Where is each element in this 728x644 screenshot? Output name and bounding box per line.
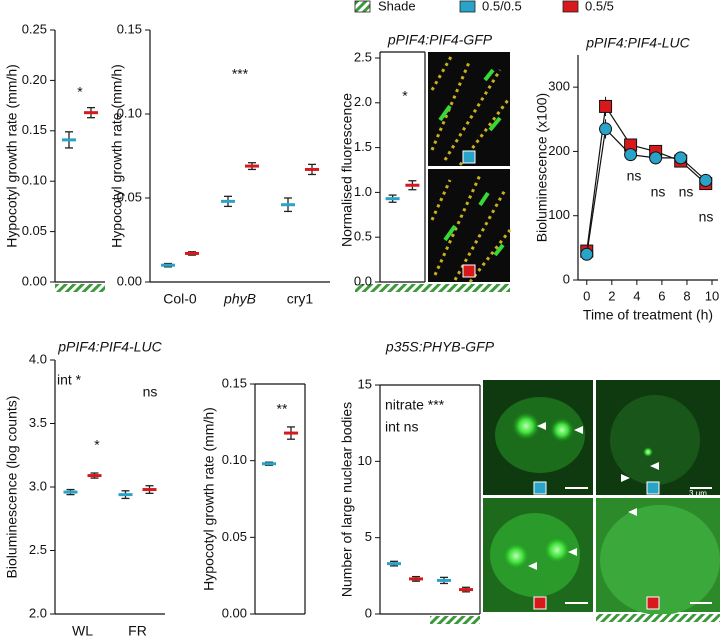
y-tick-label: 1.5 (354, 139, 372, 154)
y-axis-label: Bioluminescence (log counts) (4, 396, 20, 579)
annotation: *** (232, 66, 249, 82)
y-tick-label: 0.10 (117, 105, 142, 120)
legend-label: 0.5/5 (585, 0, 614, 13)
legend-swatch (459, 0, 476, 13)
y-axis-label: Hypocotyl growth rate (mm/h) (201, 407, 217, 591)
annotation: * (402, 88, 408, 104)
annotation: ns (627, 168, 642, 184)
x-tick-label: 8 (683, 288, 690, 303)
shade-bar (430, 616, 480, 624)
point (649, 151, 663, 165)
x-tick-label: phyB (223, 291, 256, 307)
y-tick-label: 10 (358, 453, 372, 468)
y-tick-label: 0.00 (22, 273, 47, 288)
y-tick-label: 2.0 (354, 94, 372, 109)
annotation: * (94, 437, 100, 453)
x-tick-label: Col-0 (163, 291, 197, 307)
shade-bar (55, 284, 105, 292)
point (699, 173, 713, 187)
legend-swatch (562, 0, 579, 13)
y-tick-label: 0.0 (354, 273, 372, 288)
y-tick-label: 15 (358, 376, 372, 391)
y-tick-label: 2.0 (29, 605, 47, 620)
y-tick-label: 200 (548, 143, 570, 158)
y-tick-label: 0.00 (117, 273, 142, 288)
annotation: ns (679, 184, 694, 200)
x-tick-label: 4 (633, 288, 640, 303)
annotation: int ns (385, 419, 418, 435)
y-tick-label: 0.10 (222, 452, 247, 467)
y-tick-label: 0.5 (354, 229, 372, 244)
chart-title: p35S:PHYB-GFP (385, 339, 495, 355)
y-tick-label: 0.15 (222, 375, 247, 390)
y-tick-label: 0 (365, 605, 372, 620)
y-tick-label: 3.0 (29, 478, 47, 493)
y-tick-label: 0.15 (22, 122, 47, 137)
y-axis-label: Hypocotyl growth rate (mm/h) (109, 64, 125, 248)
y-tick-label: 0.15 (117, 21, 142, 36)
point (624, 148, 638, 162)
annotation: int * (57, 372, 82, 388)
legend-label: 0.5/0.5 (482, 0, 522, 13)
annotation: nitrate *** (385, 397, 445, 413)
point (599, 122, 613, 136)
y-tick-label: 1.0 (354, 184, 372, 199)
y-tick-label: 0.05 (117, 189, 142, 204)
chart-title: pPIF4:PIF4-LUC (585, 35, 690, 51)
y-axis-label: Hypocotyl growth rate (mm/h) (4, 64, 20, 248)
annotation: * (77, 84, 83, 100)
y-tick-label: 0.25 (22, 21, 47, 36)
annotation: ns (699, 209, 714, 225)
annotation: ns (143, 384, 158, 400)
y-tick-label: 0.05 (22, 223, 47, 238)
y-tick-label: 4.0 (29, 351, 47, 366)
point (599, 99, 613, 113)
x-tick-label: FR (128, 623, 147, 639)
y-axis-label: Bioluminescence (x100) (534, 93, 550, 242)
y-tick-label: 0.20 (22, 72, 47, 87)
scale-label: 3 µm (689, 489, 707, 498)
y-tick-label: 2.5 (29, 542, 47, 557)
x-axis-label: Time of treatment (h) (583, 307, 713, 323)
shade-bar (380, 284, 425, 292)
point (580, 247, 594, 261)
y-tick-label: 0.00 (222, 605, 247, 620)
y-tick-label: 100 (548, 207, 570, 222)
point (674, 151, 688, 165)
chart-title: pPIF4:PIF4-GFP (387, 32, 493, 48)
x-tick-label: 2 (608, 288, 615, 303)
annotation: ** (277, 401, 288, 417)
x-tick-label: 6 (658, 288, 665, 303)
legend-swatch (354, 0, 371, 13)
y-axis-label: Number of large nuclear bodies (339, 402, 355, 597)
y-tick-label: 3.5 (29, 415, 47, 430)
y-tick-label: 300 (548, 79, 570, 94)
y-tick-label: 0.05 (222, 529, 247, 544)
x-tick-label: 10 (705, 288, 719, 303)
x-tick-label: cry1 (287, 291, 314, 307)
y-tick-label: 5 (365, 529, 372, 544)
y-tick-label: 2.5 (354, 49, 372, 64)
annotation: ns (651, 184, 666, 200)
micrograph-c (355, 52, 512, 292)
x-tick-label: 0 (583, 288, 590, 303)
y-tick-label: 0 (563, 271, 570, 286)
legend-label: Shade (378, 0, 416, 13)
chart-title: pPIF4:PIF4-LUC (57, 339, 162, 355)
x-tick-label: WL (72, 623, 93, 639)
y-axis-label: Normalised fluorescence (339, 93, 355, 247)
micrograph-g: 3 µm (483, 380, 720, 622)
y-tick-label: 0.10 (22, 173, 47, 188)
